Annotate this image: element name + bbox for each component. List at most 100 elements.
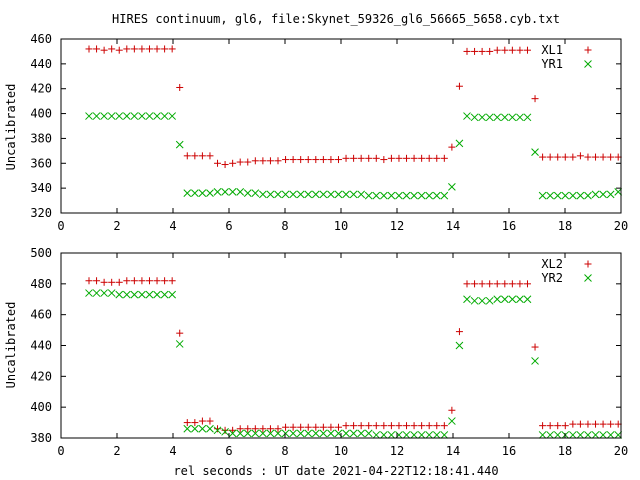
data-point (312, 423, 320, 431)
data-point (599, 190, 607, 199)
x-tick-label: 0 (57, 219, 64, 233)
data-point (523, 113, 532, 122)
data-point (448, 143, 456, 151)
data-point (176, 329, 184, 337)
data-point (538, 431, 547, 439)
data-point (168, 290, 177, 299)
x-tick-label: 14 (446, 219, 460, 233)
data-point (221, 426, 229, 434)
bottom-plot-panel: 0 2 4 6 8 10 12 14 16 18 20 380 400 420 440 460 480 500 XL… (30, 246, 628, 458)
x-tick-label: 18 (558, 219, 572, 233)
data-point (350, 422, 358, 430)
data-point (168, 277, 176, 285)
data-point (387, 191, 396, 200)
data-point (417, 191, 426, 200)
data-point (304, 429, 313, 438)
chart-title: HIRES continuum, gl6, file:Skynet_59326_… (112, 12, 560, 26)
y-tick-label: 500 (30, 246, 52, 260)
data-point (138, 277, 146, 285)
data-point (357, 190, 366, 199)
data-point (228, 429, 237, 438)
x-tick-label: 10 (334, 444, 348, 458)
data-point (289, 190, 297, 199)
y-tick-label: 340 (30, 181, 52, 195)
data-point (357, 154, 365, 162)
data-point (93, 45, 101, 53)
data-point (448, 417, 456, 425)
data-point (440, 431, 449, 439)
x-tick-label: 12 (390, 219, 404, 233)
data-point (213, 188, 222, 196)
data-point (516, 295, 524, 304)
data-point (319, 423, 327, 431)
data-point (259, 190, 267, 199)
data-point (259, 157, 267, 165)
y-axis-label-bottom: Uncalibrated (4, 302, 18, 389)
data-point (523, 46, 531, 54)
x-tick-label: 12 (390, 444, 404, 458)
data-point (417, 431, 426, 439)
data-point (153, 277, 161, 285)
data-point (599, 420, 607, 428)
data-point (281, 429, 290, 438)
y-tick-label: 480 (30, 277, 52, 291)
data-point (364, 191, 373, 200)
data-point (478, 113, 486, 122)
data-point (274, 157, 282, 165)
data-point (539, 153, 547, 161)
data-point (100, 278, 108, 286)
data-point (123, 45, 131, 53)
data-point (183, 189, 192, 197)
data-point (493, 280, 501, 288)
data-point (576, 420, 584, 428)
data-point (153, 290, 161, 299)
data-point (350, 154, 358, 162)
data-point (402, 191, 411, 200)
data-point (342, 154, 350, 162)
data-point (357, 429, 366, 438)
data-point (493, 295, 502, 304)
series-yr1 (85, 112, 623, 200)
data-point (289, 429, 297, 438)
data-point (108, 45, 116, 53)
data-point (584, 420, 592, 428)
data-point (327, 156, 335, 164)
data-point (395, 191, 403, 200)
data-point (206, 424, 214, 433)
legend-label: XL1 (541, 43, 563, 57)
data-point (93, 277, 101, 285)
data-point (251, 157, 259, 165)
data-point (206, 417, 214, 425)
data-point (380, 156, 388, 164)
data-point (592, 153, 600, 161)
data-point (523, 295, 532, 304)
data-point (161, 45, 169, 53)
data-point (516, 280, 524, 288)
data-point (266, 429, 275, 438)
data-point (478, 47, 486, 55)
data-point (425, 422, 433, 430)
data-point (576, 431, 585, 439)
data-point (251, 189, 260, 197)
data-point (282, 423, 290, 431)
data-point (379, 431, 388, 439)
data-point (455, 82, 463, 90)
data-point (311, 429, 320, 438)
data-point (304, 156, 312, 164)
data-point (198, 417, 206, 425)
data-point (516, 113, 524, 122)
data-point (455, 328, 463, 336)
y-tick-label: 400 (30, 400, 52, 414)
data-point (130, 277, 138, 285)
data-point (296, 429, 305, 438)
x-tick-label: 6 (225, 444, 232, 458)
data-point (297, 156, 305, 164)
data-point (107, 289, 116, 297)
data-point (266, 190, 275, 199)
data-point (183, 424, 192, 433)
x-tick-label: 20 (614, 219, 628, 233)
data-point (349, 190, 358, 199)
data-point (244, 425, 252, 433)
x-tick-label: 14 (446, 444, 460, 458)
